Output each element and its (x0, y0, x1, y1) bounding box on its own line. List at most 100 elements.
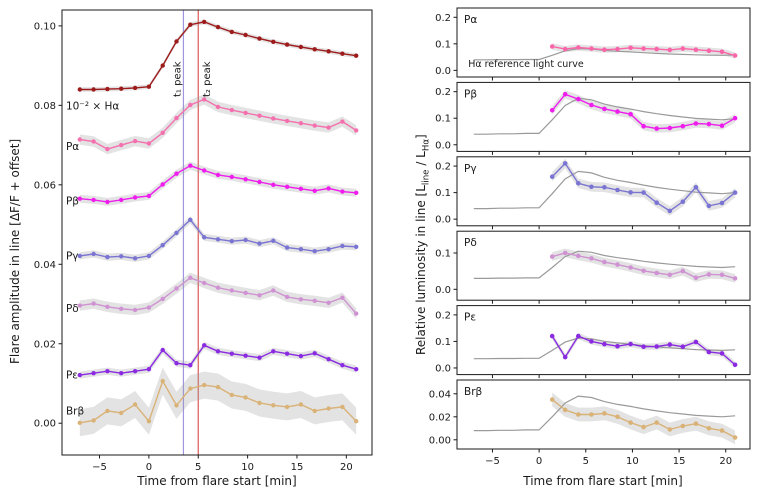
x-tick-label: 15 (291, 462, 304, 473)
data-point (719, 351, 725, 356)
data-point (119, 306, 124, 311)
data-point (602, 259, 607, 265)
data-point (243, 353, 248, 358)
data-point (549, 44, 555, 49)
data-point (667, 208, 673, 214)
data-point (667, 342, 673, 347)
y-tick-label: 0.0 (435, 140, 451, 151)
data-point (562, 46, 568, 52)
data-point (119, 142, 124, 148)
x-tick-label: 5 (195, 462, 201, 473)
series-label: Pε (66, 370, 78, 382)
data-point (77, 303, 83, 308)
data-point (706, 48, 712, 53)
data-point (576, 45, 581, 50)
data-point (229, 288, 234, 293)
data-point (91, 301, 96, 306)
data-point (654, 200, 659, 205)
data-point (284, 118, 290, 124)
data-point (589, 339, 594, 344)
data-point (188, 275, 193, 280)
data-point (105, 199, 110, 205)
data-point (215, 104, 221, 110)
data-point (641, 190, 646, 195)
data-point (146, 305, 152, 310)
data-point (680, 199, 686, 204)
data-point (615, 262, 620, 267)
data-point (667, 47, 673, 53)
data-point (174, 286, 179, 291)
y-tick-label: 0.2 (435, 13, 451, 24)
data-point (549, 174, 555, 179)
y-tick-label: 0.10 (34, 21, 56, 32)
data-point (229, 107, 234, 113)
data-point (354, 190, 359, 195)
data-point (119, 86, 124, 91)
data-point (628, 420, 633, 425)
y-tick-label: 0.08 (34, 101, 56, 112)
data-point (576, 96, 581, 102)
data-point (615, 414, 620, 420)
data-point (312, 123, 317, 128)
data-point (628, 265, 633, 270)
data-point (188, 22, 193, 27)
right-panel-3: 0.0 0.1 0.2 Pγ (435, 156, 751, 230)
data-point (215, 172, 221, 178)
error-band (552, 43, 736, 59)
data-point (202, 343, 207, 348)
data-point (549, 333, 555, 339)
data-point (77, 420, 83, 425)
data-point (91, 251, 96, 257)
data-point (119, 197, 124, 203)
data-point (229, 392, 234, 398)
y-tick-label: 0.0 (435, 363, 451, 374)
data-point (641, 123, 646, 129)
data-point (105, 304, 110, 309)
data-point (641, 344, 646, 350)
data-point (229, 29, 234, 35)
data-point (215, 285, 221, 290)
data-point (105, 146, 110, 152)
data-point (340, 404, 345, 410)
data-point (719, 272, 725, 278)
left-axes-frame (61, 9, 373, 456)
data-point (119, 371, 124, 376)
data-point (654, 270, 659, 276)
data-point (312, 408, 317, 414)
data-point (354, 53, 359, 58)
data-point (628, 45, 633, 51)
data-point (105, 408, 110, 414)
data-point (174, 230, 179, 236)
halpha-reference-line (473, 97, 736, 135)
data-point (188, 386, 193, 391)
data-point (326, 300, 331, 305)
data-point (284, 404, 290, 410)
data-point (146, 84, 152, 89)
data-point (257, 179, 262, 185)
y-tick-label: 0.02 (34, 339, 56, 350)
data-point (284, 245, 290, 250)
data-point (243, 395, 248, 400)
data-point (719, 200, 725, 206)
data-point (693, 421, 699, 427)
data-point (615, 46, 620, 52)
data-point (160, 130, 165, 135)
right-panel-4: 0.0 0.1 Pδ (435, 230, 751, 304)
y-tick-label: 0.00 (34, 419, 56, 430)
y-tick-label: 0.06 (34, 180, 56, 191)
y-tick-label: 0.1 (435, 337, 451, 348)
data-point (615, 187, 620, 193)
data-point (284, 42, 290, 47)
data-point (77, 137, 83, 142)
data-point (132, 307, 138, 313)
halpha-reference-line (473, 337, 736, 360)
panel-label: Pδ (464, 237, 477, 249)
data-point (326, 406, 331, 411)
data-point (549, 254, 555, 259)
data-point (628, 111, 633, 117)
data-point (312, 188, 317, 193)
right-y-axis-label: Relative luminosity in line [Lline / LHα… (414, 134, 432, 355)
data-point (326, 247, 331, 252)
right-panel-1: 0.0 0.1 0.2 Pα Hα reference light curve (435, 7, 751, 81)
data-point (202, 382, 207, 388)
